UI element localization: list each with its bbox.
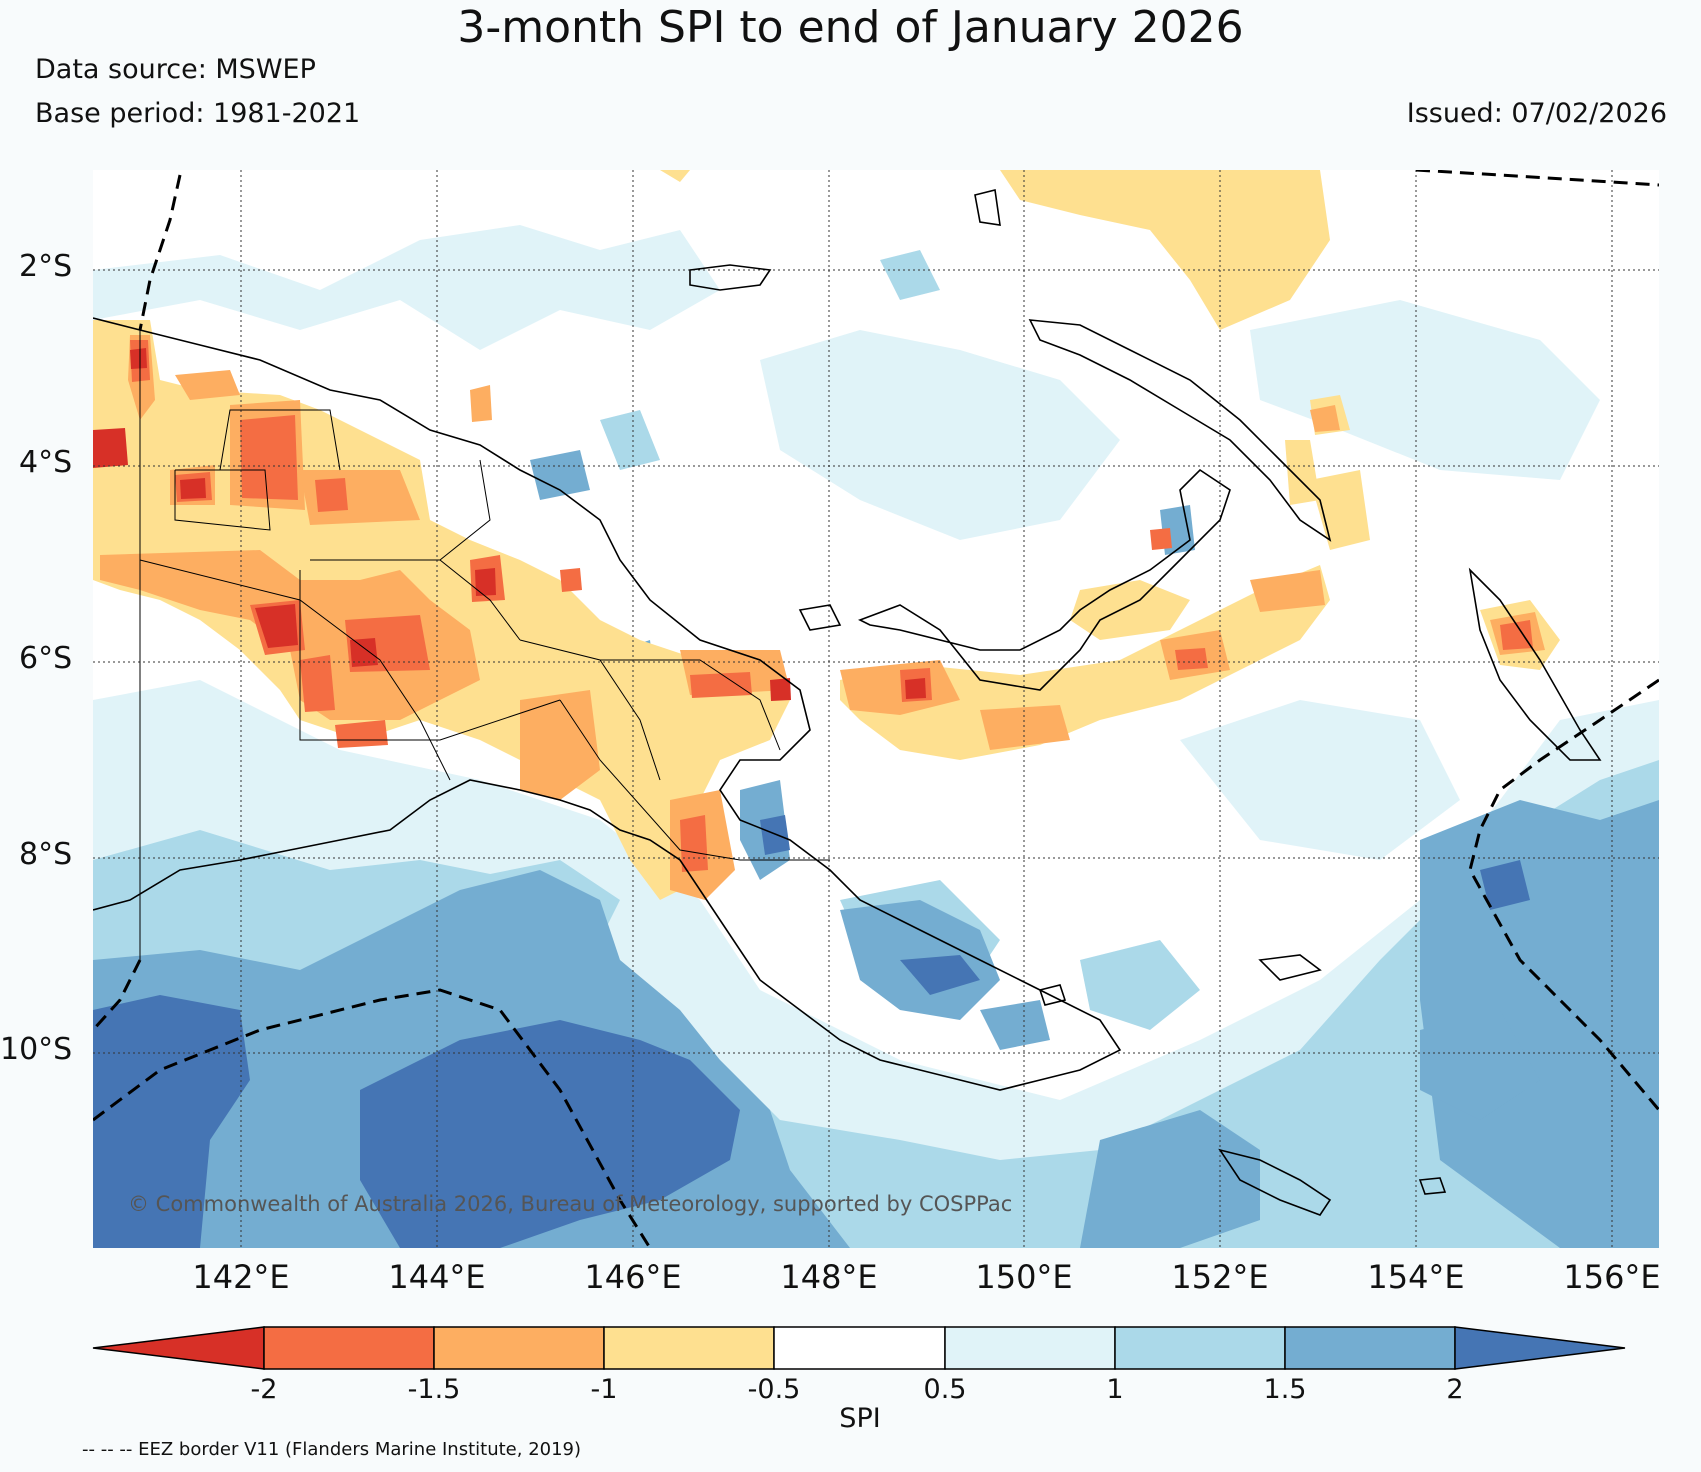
- colorbar-tick: 1.5: [1263, 1374, 1307, 1405]
- colorbar-segment-m1-m0.5: [603, 1326, 775, 1370]
- colorbar-segment-m2-m1.5: [263, 1326, 435, 1370]
- spi-colorbar: [92, 1326, 1626, 1370]
- spi-band-lt-m2: [93, 348, 926, 701]
- colorbar-segment-gt-2: [1454, 1326, 1626, 1370]
- colorbar-tick: -2: [250, 1374, 278, 1405]
- lat-label-10s: 10°S: [0, 1032, 73, 1067]
- colorbar-label: SPI: [839, 1403, 881, 1434]
- spi-band-gt-2: [93, 505, 1530, 1248]
- lat-label-2s: 2°S: [19, 249, 73, 284]
- colorbar-tick: -1: [590, 1374, 618, 1405]
- copyright-notice: © Commonwealth of Australia 2026, Bureau…: [128, 1192, 1013, 1216]
- lon-label-148e: 148°E: [780, 1258, 878, 1296]
- colorbar-tick: 2: [1446, 1374, 1464, 1405]
- graticule: [93, 170, 1659, 1248]
- colorbar-tick: 1: [1106, 1374, 1124, 1405]
- colorbar-segment-1-1.5: [1114, 1326, 1286, 1370]
- colorbar-segment-m0.5-0.5: [773, 1326, 946, 1370]
- coastlines: [93, 189, 1602, 1216]
- base-period-label: Base period: 1981-2021: [35, 98, 361, 129]
- lon-label-154e: 154°E: [1367, 1258, 1465, 1296]
- eez-borders: [93, 170, 1659, 1248]
- colorbar-tick: -0.5: [747, 1374, 801, 1405]
- lon-label-146e: 146°E: [584, 1258, 682, 1296]
- colorbar-tick: 0.5: [923, 1374, 967, 1405]
- lat-label-4s: 4°S: [19, 445, 73, 480]
- colorbar-segment-0.5-1: [944, 1326, 1116, 1370]
- colorbar-segment-lt-m2: [92, 1326, 265, 1370]
- map-field: [93, 170, 1659, 1248]
- colorbar-tick: -1.5: [407, 1374, 461, 1405]
- lat-label-6s: 6°S: [19, 641, 73, 676]
- eez-legend-note: -- -- -- EEZ border V11 (Flanders Marine…: [82, 1439, 582, 1460]
- lon-label-142e: 142°E: [192, 1258, 290, 1296]
- map-title: 3-month SPI to end of January 2026: [457, 2, 1244, 53]
- colorbar-segment-m1.5-m1: [433, 1326, 605, 1370]
- lon-label-144e: 144°E: [388, 1258, 486, 1296]
- lon-label-152e: 152°E: [1171, 1258, 1269, 1296]
- province-borders: [139, 330, 830, 960]
- lat-label-8s: 8°S: [19, 837, 73, 872]
- data-source-label: Data source: MSWEP: [35, 54, 316, 85]
- colorbar-segment-1.5-2: [1284, 1326, 1456, 1370]
- lon-label-150e: 150°E: [975, 1258, 1073, 1296]
- issued-date-label: Issued: 07/02/2026: [1406, 98, 1667, 129]
- lon-label-156e: 156°E: [1563, 1258, 1661, 1296]
